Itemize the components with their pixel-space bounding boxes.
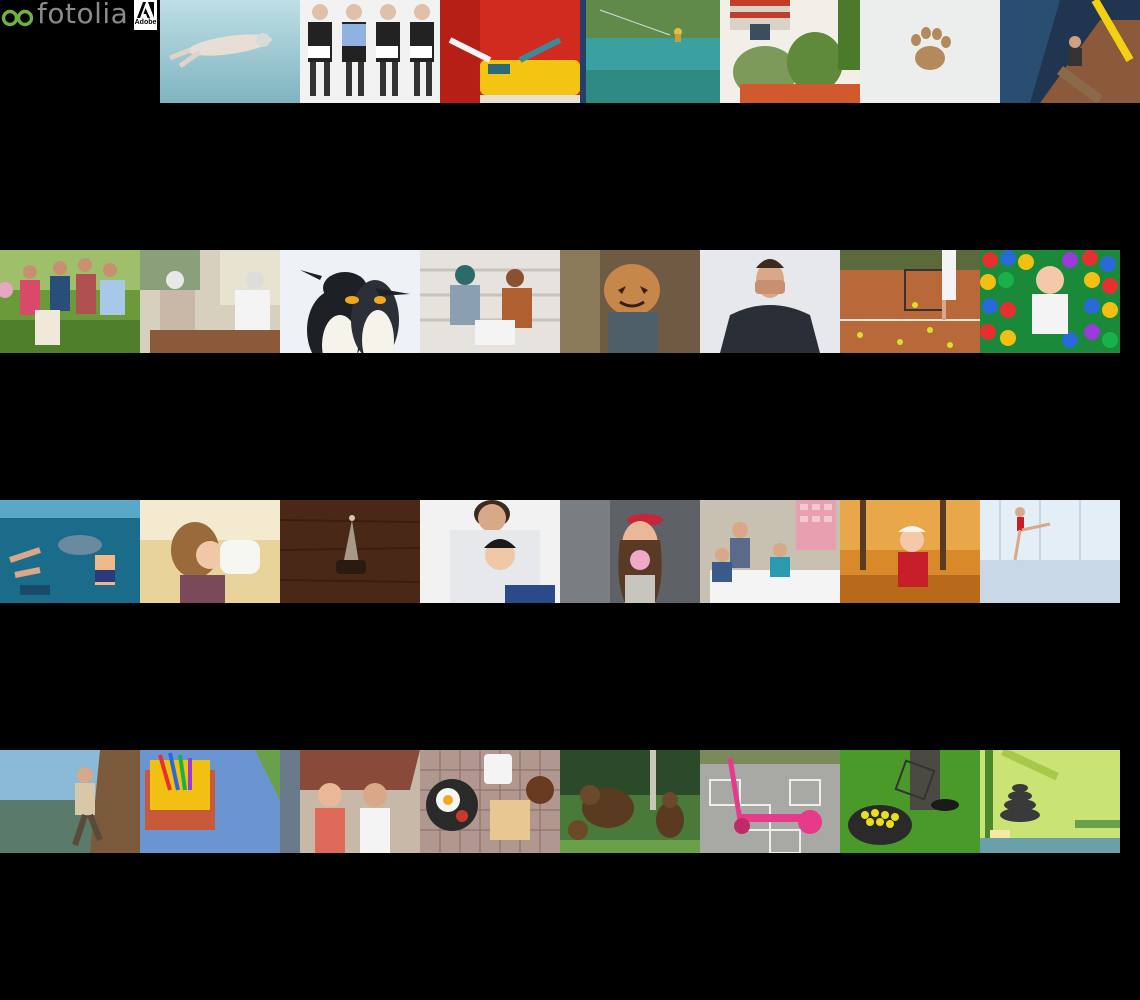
ballpit-photo-icon (980, 250, 1120, 353)
ballet-photo-icon (980, 500, 1120, 603)
stock-photo-spa[interactable] (980, 750, 1120, 853)
stock-photo-applicants[interactable] (300, 0, 440, 103)
applicants-photo-icon (300, 0, 440, 103)
stock-photo-knife[interactable] (280, 500, 420, 603)
tennis-photo-icon (840, 250, 980, 353)
fotolia-rings-icon (1, 9, 34, 27)
stock-photo-pawprint[interactable] (860, 0, 1000, 103)
stock-photo-tennis[interactable] (840, 250, 980, 353)
stock-photo-climber[interactable] (0, 750, 140, 853)
stock-photo-surprised-man[interactable] (700, 250, 840, 353)
herbs-photo-icon (720, 0, 860, 103)
fishing-photo-icon (580, 0, 720, 103)
stock-photo-divers[interactable] (0, 500, 140, 603)
stock-photo-milk-girl[interactable] (140, 500, 280, 603)
stock-photo-herbs[interactable] (720, 0, 860, 103)
reading-photo-icon (420, 500, 560, 603)
laptop-couple-photo-icon (420, 250, 560, 353)
spa-photo-icon (980, 750, 1120, 853)
stock-photo-elderly[interactable] (140, 250, 280, 353)
stock-photo-laptop-couple[interactable] (420, 250, 560, 353)
surprised-man-photo-icon (700, 250, 840, 353)
golfballs-photo-icon (840, 750, 980, 853)
divers-photo-icon (0, 500, 140, 603)
stock-photo-scooter[interactable] (700, 750, 840, 853)
adobe-label: Adobe (134, 19, 157, 26)
stock-photo-fishing[interactable] (580, 0, 720, 103)
pumpkin-photo-icon (560, 250, 700, 353)
climber-photo-icon (0, 750, 140, 853)
pawprint-photo-icon (860, 0, 1000, 103)
stock-photo-stapler[interactable] (440, 0, 580, 103)
stock-photo-breakfast[interactable] (420, 750, 560, 853)
family-photo-icon (0, 250, 140, 353)
couple-photo-icon (280, 750, 420, 853)
breakfast-photo-icon (420, 750, 560, 853)
stock-photo-penguin[interactable] (280, 250, 420, 353)
stock-photo-golfballs[interactable] (840, 750, 980, 853)
bears-photo-icon (560, 750, 700, 853)
office-photo-icon (700, 500, 840, 603)
stock-photo-ballet[interactable] (980, 500, 1120, 603)
stock-photo-family[interactable] (0, 250, 140, 353)
penguin-photo-icon (280, 250, 420, 353)
stock-photo-reading[interactable] (420, 500, 560, 603)
stock-photo-pumpkin[interactable] (560, 250, 700, 353)
stock-photo-couple[interactable] (280, 750, 420, 853)
bubblegum-photo-icon (560, 500, 700, 603)
stock-photo-kayak[interactable] (1000, 0, 1140, 103)
stock-photo-bears[interactable] (560, 750, 700, 853)
scooter-photo-icon (700, 750, 840, 853)
fotolia-logo[interactable]: fotolia Adobe (0, 0, 160, 30)
stock-photo-swimmer[interactable] (160, 0, 300, 103)
stock-photo-ballpit[interactable] (980, 250, 1120, 353)
elderly-photo-icon (140, 250, 280, 353)
stock-photo-autumn[interactable] (840, 500, 980, 603)
knife-photo-icon (280, 500, 420, 603)
milk-girl-photo-icon (140, 500, 280, 603)
fotolia-wordmark: fotolia (37, 0, 129, 30)
autumn-photo-icon (840, 500, 980, 603)
swimmer-photo-icon (160, 0, 300, 103)
stock-photo-bubblegum[interactable] (560, 500, 700, 603)
adobe-icon (137, 2, 154, 18)
pencils-photo-icon (140, 750, 280, 853)
stapler-photo-icon (440, 0, 580, 103)
stock-photo-pencils[interactable] (140, 750, 280, 853)
kayak-photo-icon (1000, 0, 1140, 103)
adobe-badge: Adobe (134, 0, 157, 30)
stock-photo-office[interactable] (700, 500, 840, 603)
